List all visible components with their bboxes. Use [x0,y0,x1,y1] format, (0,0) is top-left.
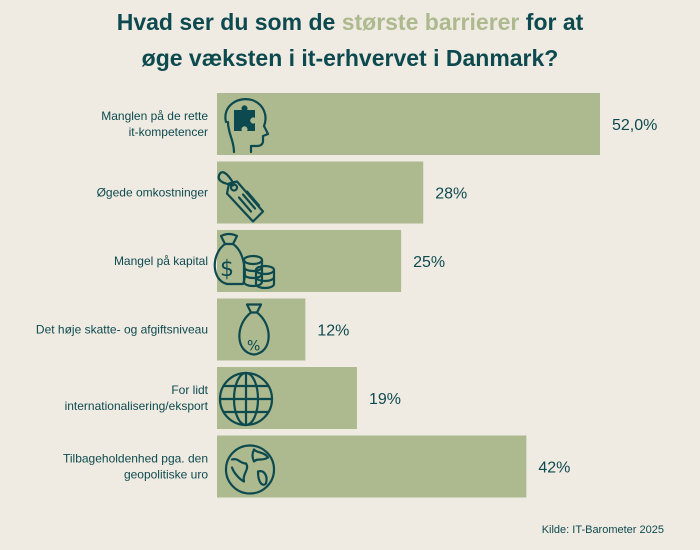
value-label-5: 19% [369,391,401,408]
bar-6 [217,435,527,498]
category-label-4: Det høje skatte- og afgiftsniveau [36,323,208,337]
bar-2 [217,161,424,224]
percent-bag-icon: % [238,303,270,356]
value-label-4: 12% [317,323,349,340]
value-label-6: 42% [538,460,570,477]
value-label-1: 52,0% [612,117,657,134]
bar-3 [217,230,402,292]
category-label-3: Mangel på kapital [114,254,208,268]
money-bag-coins-icon: $ [213,232,276,290]
value-label-2: 28% [435,186,467,203]
earth-icon [224,444,276,495]
category-label-1: Manglen på de rette it-kompetencer [101,109,208,139]
bar-4 [217,298,306,361]
title-highlight: største barrierer [341,9,520,35]
svg-text:%: % [247,339,260,355]
globe-icon [218,371,274,427]
chart-title: Hvad ser du som de største barrierer for… [0,4,700,76]
price-tag-icon [217,171,265,223]
category-label-2: Øgede omkostninger [97,186,208,200]
head-puzzle-icon [224,98,270,154]
title-line2: øge væksten i it-erhvervet i Danmark? [141,45,559,71]
source-note: Kilde: IT-Barometer 2025 [541,524,664,536]
svg-text:$: $ [220,257,234,282]
bar-1 [217,93,600,155]
title-line1-pre: Hvad ser du som de [116,9,342,35]
category-label-5: For lidt internationalisering/eksport [65,383,209,413]
title-line1-post: for at [519,9,584,35]
category-label-6: Tilbageholdenhed pga. den geopolitiske ur… [63,452,208,482]
value-label-3: 25% [413,254,445,271]
